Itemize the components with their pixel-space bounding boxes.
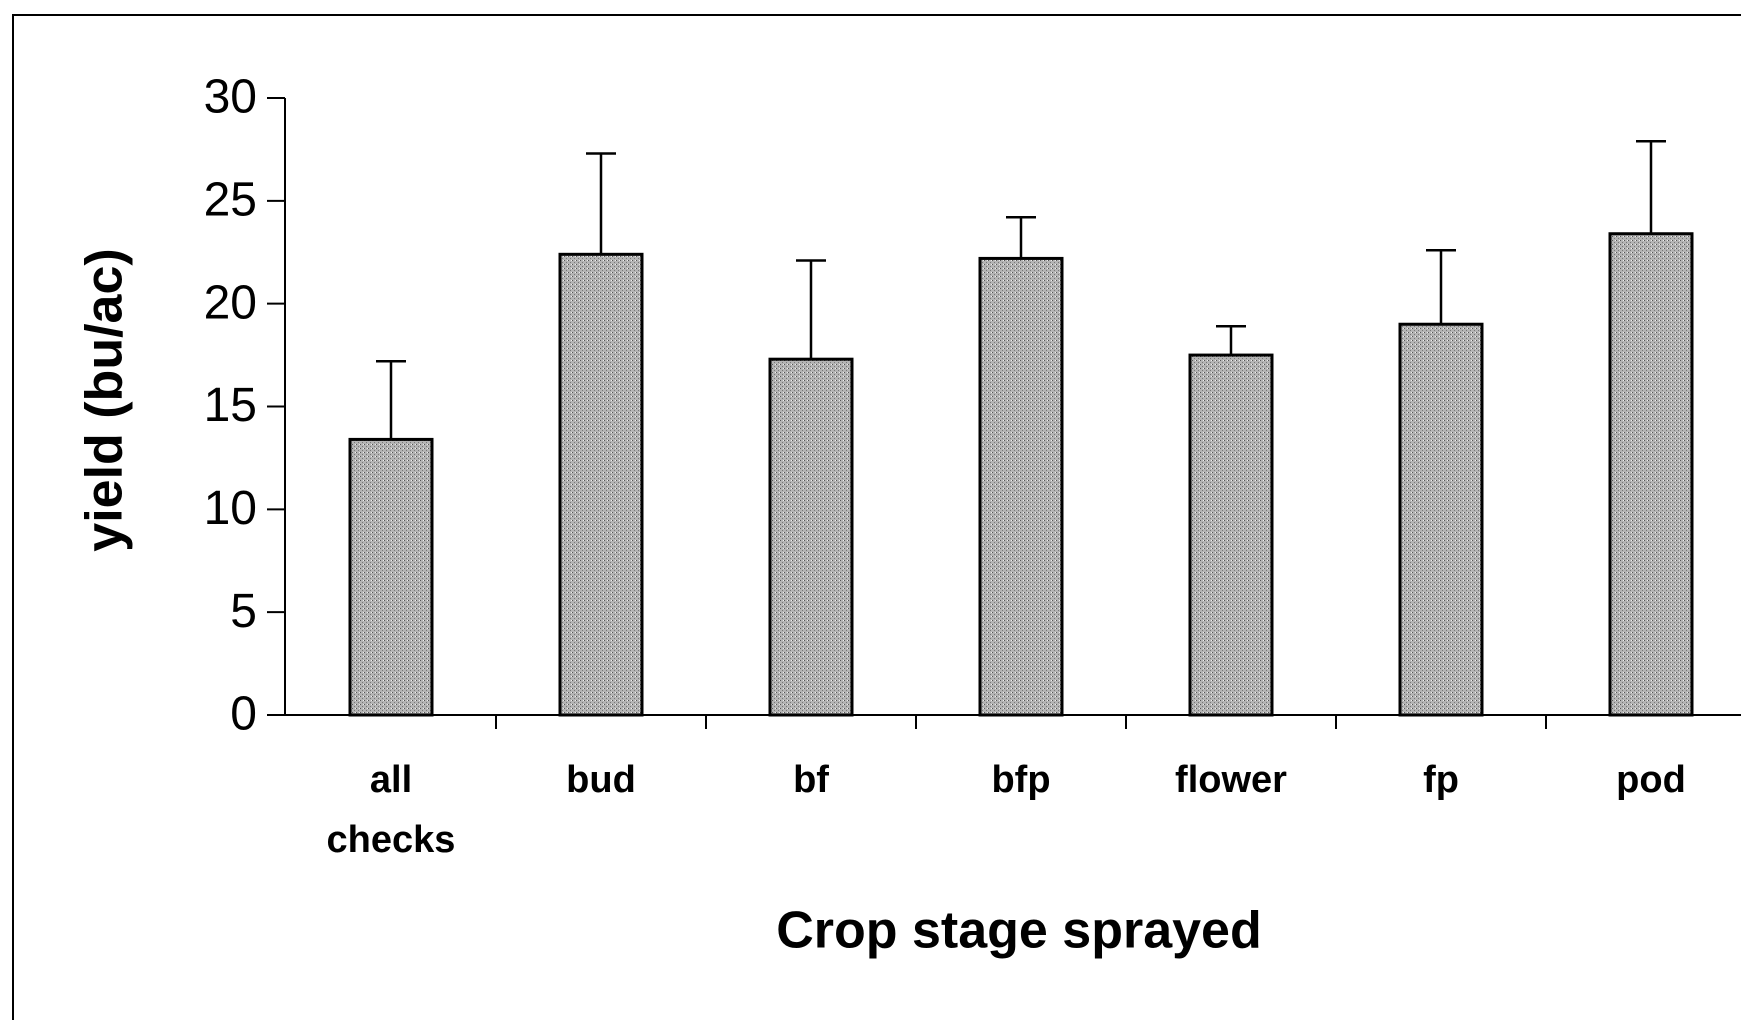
y-tick-label: 0 xyxy=(230,688,257,741)
x-axis-title: Crop stage sprayed xyxy=(776,902,1262,960)
y-tick-label: 20 xyxy=(204,276,257,329)
x-tick-label: fp xyxy=(1423,759,1459,801)
y-tick-label: 5 xyxy=(230,585,257,638)
x-tick-label: bf xyxy=(793,759,829,801)
y-tick-label: 30 xyxy=(204,71,257,124)
frame xyxy=(12,14,1741,1020)
x-tick-label: pod xyxy=(1616,759,1686,801)
x-tick-label: bud xyxy=(566,759,636,801)
bar xyxy=(768,357,854,717)
bar xyxy=(348,437,434,717)
y-tick-label: 15 xyxy=(204,379,257,432)
y-tick-label: 25 xyxy=(204,174,257,227)
bar xyxy=(1608,232,1694,717)
x-tick-label: all checks xyxy=(327,759,456,861)
x-tick-label: flower xyxy=(1175,759,1287,801)
x-tick-label: bfp xyxy=(991,759,1050,801)
bar xyxy=(558,252,644,717)
bar xyxy=(978,256,1064,717)
bar xyxy=(1398,322,1484,717)
bar xyxy=(1188,353,1274,717)
y-axis-title: yield (bu/ac) xyxy=(76,248,134,551)
y-tick-label: 10 xyxy=(204,482,257,535)
